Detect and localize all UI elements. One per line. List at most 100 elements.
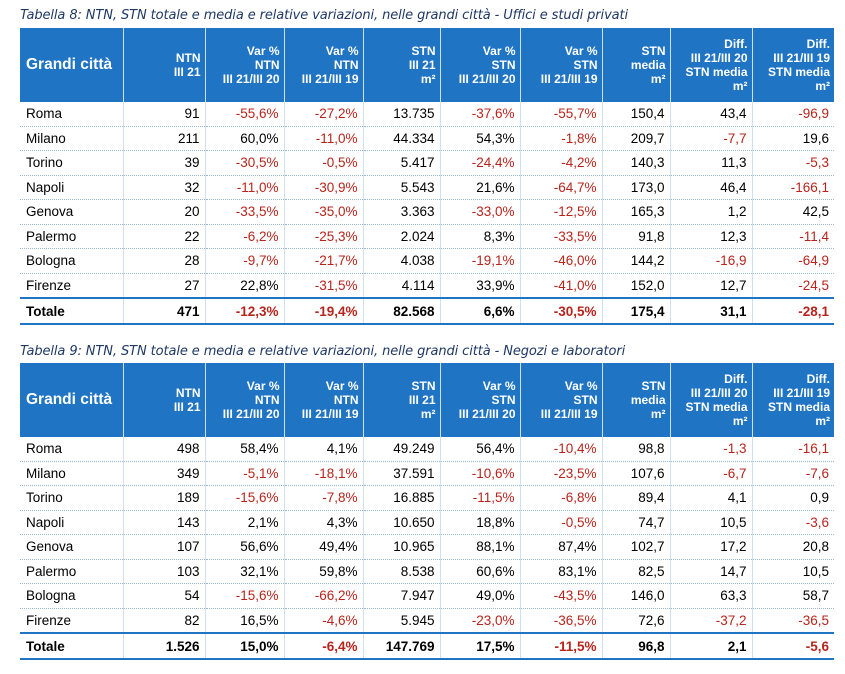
value-cell: -9,7% <box>204 248 284 273</box>
column-header: STN media m² <box>601 28 670 102</box>
value-cell: 32,1% <box>204 558 284 584</box>
header-line: m² <box>732 414 748 428</box>
value-cell: 18,8% <box>439 509 520 535</box>
value-cell: 49,0% <box>439 583 520 608</box>
value-cell: 4.038 <box>362 248 440 273</box>
value-cell: 16,5% <box>204 607 284 633</box>
city-cell: Roma <box>26 106 63 122</box>
column-header: NTN III 21 <box>122 28 205 102</box>
value-cell: -11,5% <box>519 632 602 660</box>
value-cell: 32 <box>122 174 205 200</box>
value-cell: 14,7 <box>669 558 752 584</box>
value-cell: 107 <box>122 534 205 559</box>
value-cell: -0,5% <box>283 150 363 175</box>
value-cell: 103 <box>122 558 205 584</box>
value-cell: 1.526 <box>122 632 205 660</box>
value-cell: -5,6 <box>751 632 834 660</box>
value-cell: 49,4% <box>283 534 363 559</box>
value-cell: 49.249 <box>362 437 440 461</box>
value-cell: -55,6% <box>204 102 284 126</box>
value-cell: 143 <box>122 509 205 535</box>
header-line: media <box>630 393 666 407</box>
value-cell: 56,6% <box>204 534 284 559</box>
table-9: Grandi città NTN III 21 Var % NTN III 21/III … <box>20 363 834 660</box>
header-line: III 21/III 20 <box>458 72 516 86</box>
value-cell: 22 <box>122 223 205 249</box>
value-cell: -23,5% <box>519 460 602 486</box>
value-cell: -6,4% <box>283 632 363 660</box>
city-cell: Milano <box>20 125 123 151</box>
header-line: Var % <box>246 379 280 393</box>
value-cell: -11,0% <box>283 125 363 151</box>
value-cell: 146,0 <box>601 583 670 608</box>
value-cell: 19,6 <box>751 125 834 151</box>
value-cell: 15,0% <box>204 632 284 660</box>
table-header-row: Grandi città NTN III 21 Var % NTN III 21/III … <box>20 363 834 437</box>
header-line: III 21/III 20 <box>690 386 748 400</box>
value-cell: 39 <box>122 150 205 175</box>
header-line: m² <box>815 79 830 93</box>
value-cell: 28 <box>122 248 205 273</box>
value-cell: 0,9 <box>751 485 834 510</box>
value-cell: 37.591 <box>362 460 440 486</box>
header-line: NTN <box>333 393 359 407</box>
header-line: m² <box>650 407 666 421</box>
value-cell: -7,7 <box>669 125 752 151</box>
value-cell: -43,5% <box>519 583 602 608</box>
header-line: Grandi città <box>26 391 113 408</box>
header-line: III 21/III 20 <box>458 407 516 421</box>
value-cell: 60,0% <box>204 125 284 151</box>
value-cell: -16,9 <box>669 248 752 273</box>
table-row: Napoli 143 2,1% 4,3% 10.650 18,8% -0,5% 74,7 10,… <box>20 509 834 535</box>
header-line: STN <box>641 379 666 393</box>
header-line: III 21 <box>173 65 201 79</box>
value-cell: 20,8 <box>751 534 834 559</box>
value-cell: 17,5% <box>439 632 520 660</box>
value-cell: -18,1% <box>283 460 363 486</box>
value-cell: 13.735 <box>362 102 440 126</box>
column-header-city: Grandi città <box>20 28 123 102</box>
value-cell: -12,3% <box>204 297 284 325</box>
table-row: Bologna 28 -9,7% -21,7% 4.038 -19,1% -46,0% 144… <box>20 248 834 273</box>
value-cell: -24,4% <box>439 150 520 175</box>
value-cell: 88,1% <box>439 534 520 559</box>
header-line: Diff. <box>806 37 830 51</box>
header-line: III 21/III 19 <box>540 72 598 86</box>
column-header: STN media m² <box>601 363 670 437</box>
value-cell: 107,6 <box>601 460 670 486</box>
value-cell: 4.114 <box>362 272 440 298</box>
header-line: NTN <box>254 58 280 72</box>
value-cell: 83,1% <box>519 558 602 584</box>
value-cell: -4,6% <box>283 607 363 633</box>
value-cell: -1,3 <box>669 437 752 461</box>
city-cell: Totale <box>20 632 123 660</box>
header-line: NTN <box>175 51 201 65</box>
value-cell: 189 <box>122 485 205 510</box>
value-cell: 498 <box>122 437 205 461</box>
value-cell: -11,0% <box>204 174 284 200</box>
value-cell: -33,5% <box>204 199 284 224</box>
value-cell: 2,1 <box>669 632 752 660</box>
value-cell: -10,4% <box>519 437 602 461</box>
header-line: STN <box>641 44 666 58</box>
table-row: Torino 189 -15,6% -7,8% 16.885 -11,5% -6,8% 89,… <box>20 485 834 510</box>
table-row: Genova 107 56,6% 49,4% 10.965 88,1% 87,4% 102,7… <box>20 534 834 559</box>
value-cell: 87,4% <box>519 534 602 559</box>
value-cell: 3.363 <box>362 199 440 224</box>
city-cell: Firenze <box>20 607 123 633</box>
value-cell: 349 <box>122 460 205 486</box>
value-cell: -64,7% <box>519 174 602 200</box>
value-cell: -6,7 <box>669 460 752 486</box>
value-cell: -19,4% <box>283 297 363 325</box>
table-8-caption: Tabella 8: NTN, STN totale e media e rel… <box>20 8 629 23</box>
header-line: III 21 <box>408 393 436 407</box>
value-cell: -30,9% <box>283 174 363 200</box>
value-cell: 211 <box>122 125 205 151</box>
value-cell: 91 <box>122 102 205 126</box>
value-cell: -6,2% <box>204 223 284 249</box>
value-cell: 42,5 <box>751 199 834 224</box>
value-cell: 82,5 <box>601 558 670 584</box>
header-line: III 21/III 19 <box>301 72 359 86</box>
header-line: Diff. <box>724 37 748 51</box>
column-header: Var % STN III 21/III 20 <box>439 28 520 102</box>
